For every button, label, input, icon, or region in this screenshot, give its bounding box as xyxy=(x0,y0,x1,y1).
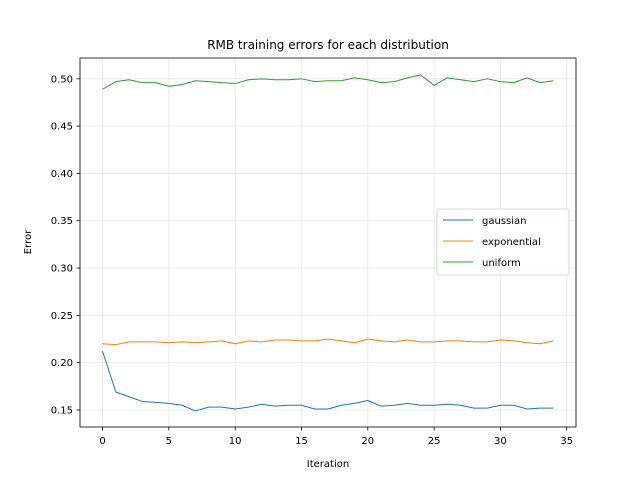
x-tick-label: 20 xyxy=(361,436,374,447)
legend: gaussian exponential uniform xyxy=(436,208,570,276)
legend-label-exponential: exponential xyxy=(482,237,541,248)
x-axis-ticks: 0 5 10 15 20 25 30 35 xyxy=(99,427,573,447)
x-tick-label: 25 xyxy=(428,436,441,447)
series-lines xyxy=(102,74,554,412)
grid xyxy=(80,58,576,427)
series-line-gaussian xyxy=(102,351,554,412)
y-tick-label: 0.25 xyxy=(51,311,73,322)
y-axis-ticks: 0.15 0.20 0.25 0.30 0.35 0.40 0.45 0.50 xyxy=(51,74,80,416)
x-tick-label: 35 xyxy=(560,436,573,447)
y-tick-label: 0.30 xyxy=(51,264,73,275)
x-tick-label: 10 xyxy=(229,436,242,447)
legend-box xyxy=(436,208,570,276)
x-tick-label: 5 xyxy=(166,436,172,447)
y-tick-label: 0.15 xyxy=(51,405,73,416)
y-axis-label: Error xyxy=(23,229,34,254)
series-line-uniform xyxy=(102,74,554,90)
y-tick-label: 0.45 xyxy=(51,122,73,133)
y-tick-label: 0.20 xyxy=(51,358,73,369)
x-tick-label: 30 xyxy=(494,436,507,447)
x-tick-label: 0 xyxy=(99,436,105,447)
plot-area-frame xyxy=(79,57,577,428)
legend-label-gaussian: gaussian xyxy=(482,216,526,227)
x-tick-label: 15 xyxy=(295,436,308,447)
legend-label-uniform: uniform xyxy=(482,258,521,269)
chart-title: RMB training errors for each distributio… xyxy=(207,38,449,52)
y-tick-label: 0.35 xyxy=(51,216,73,227)
x-axis-label: Iteration xyxy=(307,459,349,470)
series-line-exponential xyxy=(102,338,554,346)
y-tick-label: 0.50 xyxy=(51,74,73,85)
y-tick-label: 0.40 xyxy=(51,169,73,180)
